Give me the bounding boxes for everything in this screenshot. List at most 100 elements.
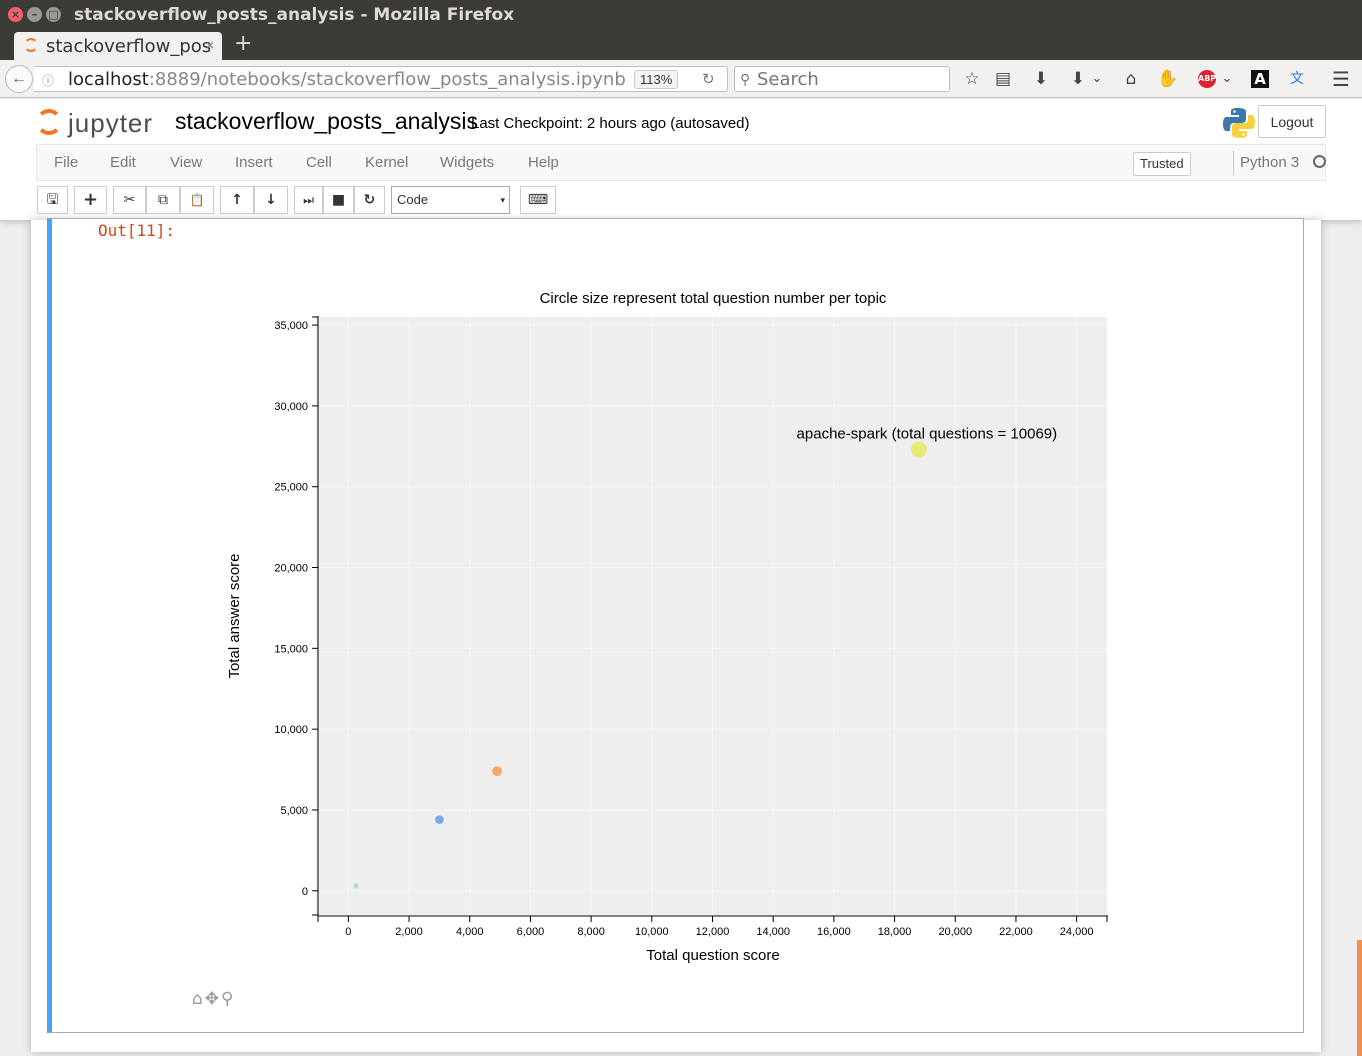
- data-points: [353, 441, 927, 889]
- plot-area: [316, 317, 1107, 915]
- tab-notebook[interactable]: stackoverflow_posts_analysis - Jupyter N…: [14, 32, 222, 60]
- navigation-toolbar: ← ⓘ localhost:8889/notebooks/stackoverfl…: [0, 60, 1362, 98]
- jupyter-favicon-icon: [24, 38, 38, 52]
- y-tick-label: 15,000: [274, 643, 308, 655]
- jupyter-logo-icon: [36, 109, 62, 135]
- y-tick-label: 35,000: [274, 320, 308, 332]
- select-arrow-icon: ▾: [500, 195, 505, 205]
- y-tick-label: 0: [302, 886, 308, 898]
- menu-file[interactable]: File: [54, 154, 79, 171]
- cell-type-select[interactable]: Code ▾: [391, 186, 510, 214]
- plot-home-icon[interactable]: ⌂: [192, 989, 203, 1009]
- point-annotation: apache-spark (total questions = 10069): [797, 426, 1058, 443]
- tab-close-icon[interactable]: ×: [205, 37, 214, 53]
- x-ticks: 0 2,000 4,000 6,000 8,000 10,000 12,000 14,000 1…: [317, 916, 1108, 938]
- output-cell[interactable]: Out[11]: Circle size represent total que…: [47, 218, 1304, 1033]
- pocket-icon[interactable]: ⬇: [1070, 69, 1086, 89]
- x-tick-label: 22,000: [999, 926, 1033, 938]
- notebook-name[interactable]: stackoverflow_posts_analysis: [175, 108, 478, 134]
- page-scrollbar[interactable]: [1357, 940, 1362, 1056]
- bookmark-star-icon[interactable]: ☆: [964, 69, 980, 89]
- x-tick-label: 2,000: [395, 926, 423, 938]
- pocket-dropdown-icon[interactable]: ⌄: [1091, 71, 1103, 86]
- y-tick-label: 10,000: [274, 724, 308, 736]
- translate-icon[interactable]: 文: [1290, 71, 1304, 87]
- accessibility-addon-icon[interactable]: A: [1251, 70, 1269, 88]
- reader-list-icon[interactable]: ▤: [994, 69, 1012, 89]
- y-axis-label: Total answer score: [226, 553, 243, 678]
- window-close-button[interactable]: ×: [8, 7, 23, 22]
- plot-toolbar: ⌂ ✥ ⚲: [192, 989, 236, 1009]
- y-tick-label: 20,000: [274, 563, 308, 575]
- downloads-icon[interactable]: ⬇: [1033, 69, 1049, 89]
- new-tab-button[interactable]: +: [234, 31, 253, 56]
- menu-cell[interactable]: Cell: [306, 154, 332, 171]
- adblock-dropdown-icon[interactable]: ⌄: [1221, 71, 1233, 86]
- home-icon[interactable]: ⌂: [1125, 69, 1137, 89]
- hamburger-menu-icon[interactable]: ☰: [1332, 67, 1350, 91]
- url-bar[interactable]: ⓘ localhost:8889/notebooks/stackoverflow…: [34, 66, 728, 92]
- y-tick-label: 30,000: [274, 401, 308, 413]
- menu-help[interactable]: Help: [528, 154, 559, 171]
- logout-button[interactable]: Logout: [1258, 105, 1326, 138]
- window-minimize-button[interactable]: –: [27, 7, 42, 22]
- x-tick-label: 0: [345, 926, 351, 938]
- x-tick-label: 12,000: [696, 926, 730, 938]
- search-bar[interactable]: ⚲: [734, 66, 950, 92]
- paste-button[interactable]: 📋: [180, 186, 214, 214]
- jupyter-logo[interactable]: jupyter: [34, 105, 164, 139]
- restart-kernel-button[interactable]: ↻: [354, 186, 385, 214]
- site-info-icon[interactable]: ⓘ: [42, 74, 55, 88]
- menu-edit[interactable]: Edit: [110, 154, 136, 171]
- copy-button[interactable]: ⧉: [146, 186, 180, 214]
- x-tick-label: 20,000: [938, 926, 972, 938]
- x-tick-label: 6,000: [517, 926, 545, 938]
- checkpoint-status: Last Checkpoint: 2 hours ago (autosaved): [471, 115, 750, 132]
- notebook-toolbar: 🖫 + ✂ ⧉ 📋 ↑ ↓ ⏭ ■ ↻ Code ▾ ⌨: [0, 185, 1362, 215]
- trusted-indicator[interactable]: Trusted: [1133, 152, 1191, 176]
- url-text[interactable]: localhost:8889/notebooks/stackoverflow_p…: [68, 69, 626, 90]
- plot-pan-icon[interactable]: ✥: [204, 989, 220, 1009]
- x-tick-label: 14,000: [756, 926, 790, 938]
- cut-button[interactable]: ✂: [113, 186, 146, 214]
- grid-lines: [318, 317, 1107, 915]
- x-tick-label: 24,000: [1060, 926, 1094, 938]
- move-up-button[interactable]: ↑: [220, 186, 254, 214]
- reload-icon[interactable]: ↻: [702, 71, 715, 88]
- menu-kernel[interactable]: Kernel: [365, 154, 409, 171]
- hand-addon-icon[interactable]: ✋: [1157, 69, 1179, 89]
- run-cell-button[interactable]: ⏭: [294, 186, 323, 214]
- kernel-name: Python 3: [1233, 151, 1299, 175]
- save-button[interactable]: 🖫: [37, 186, 68, 214]
- window-titlebar: × – □ stackoverflow_posts_analysis - Moz…: [0, 0, 1362, 30]
- scatter-chart: Circle size represent total question num…: [226, 290, 1108, 964]
- x-tick-label: 16,000: [817, 926, 851, 938]
- insert-cell-button[interactable]: +: [74, 186, 107, 214]
- back-button[interactable]: ←: [5, 65, 33, 93]
- x-tick-label: 8,000: [577, 926, 605, 938]
- cell-type-value: Code: [397, 192, 429, 207]
- move-down-button[interactable]: ↓: [254, 186, 288, 214]
- menu-insert[interactable]: Insert: [235, 154, 273, 171]
- plot-zoom-icon[interactable]: ⚲: [221, 989, 234, 1009]
- chart-title: Circle size represent total question num…: [540, 290, 887, 307]
- search-input[interactable]: [757, 69, 943, 89]
- y-tick-label: 5,000: [280, 805, 308, 817]
- output-prompt: Out[11]:: [98, 221, 176, 240]
- notebook-container: Out[11]: Circle size represent total que…: [31, 218, 1321, 1052]
- kernel-status-icon: [1313, 155, 1326, 168]
- command-palette-button[interactable]: ⌨: [520, 186, 556, 214]
- x-tick-label: 18,000: [878, 926, 912, 938]
- python-logo-icon: [1223, 108, 1255, 138]
- menu-widgets[interactable]: Widgets: [440, 154, 495, 171]
- adblock-plus-icon[interactable]: ABP: [1198, 70, 1216, 88]
- interrupt-kernel-button[interactable]: ■: [323, 186, 354, 214]
- y-tick-label: 25,000: [274, 482, 308, 494]
- menu-view[interactable]: View: [170, 154, 203, 171]
- y-ticks: 0 5,000 10,000 15,000 20,000 25,000 30,000 35,0…: [274, 316, 318, 916]
- url-host: localhost: [68, 69, 149, 90]
- scatter-point: [492, 766, 502, 777]
- window-maximize-button[interactable]: □: [46, 7, 61, 22]
- zoom-level-button[interactable]: 113%: [634, 70, 679, 89]
